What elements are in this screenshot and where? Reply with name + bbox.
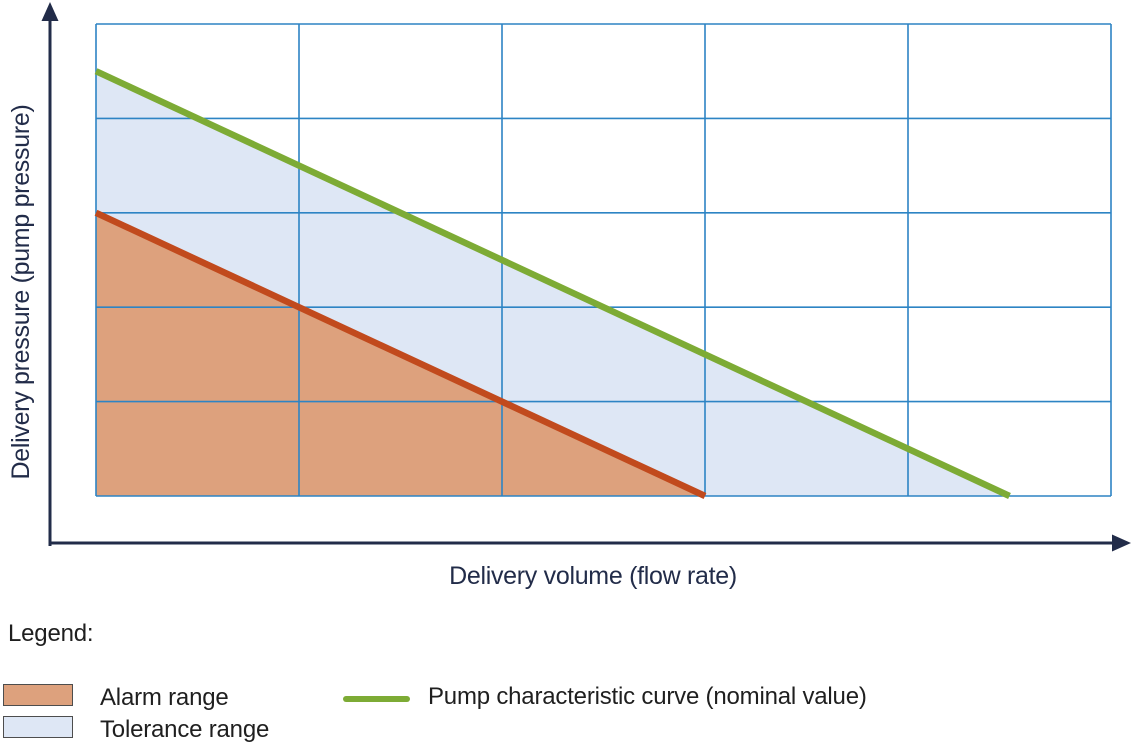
tolerance-range-swatch [3, 716, 73, 738]
chart-grid [95, 23, 1112, 497]
y-axis-label: Delivery pressure (pump pressure) [7, 104, 35, 480]
pump-curve-label: Pump characteristic curve (nominal value… [428, 683, 867, 710]
axes [41, 2, 1131, 552]
pump-curve-line [94, 68, 1011, 499]
x-axis-arrow-icon [1112, 534, 1131, 552]
chart-curves [94, 68, 1011, 499]
alarm-range-label: Alarm range [100, 684, 229, 711]
alarm-range-swatch [3, 684, 73, 706]
tolerance-range-label: Tolerance range [100, 716, 270, 742]
pump-curve-swatch-line [343, 696, 410, 702]
y-axis-arrow-icon [41, 2, 59, 21]
legend-title: Legend: [8, 620, 94, 647]
x-axis-label: Delivery volume (flow rate) [449, 562, 737, 590]
alarm-limit-line [94, 209, 707, 499]
